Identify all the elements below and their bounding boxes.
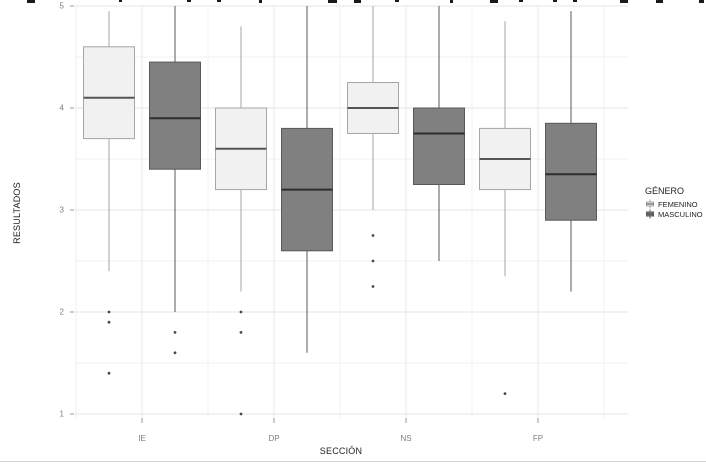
outlier-FP-femenino-1.2	[503, 392, 507, 395]
caption-ink-fragment	[217, 0, 221, 2]
outlier-IE-masculino-1.6	[173, 351, 177, 355]
box-NS-masculino	[413, 107, 465, 185]
caption-ink-fragment	[395, 0, 399, 2]
y-tick-label-5: 5	[60, 2, 65, 11]
caption-ink-fragment	[656, 0, 663, 3]
x-tick-label-NS: NS	[400, 434, 411, 443]
bottom-border-line	[0, 461, 706, 462]
clipped-caption-fragments	[0, 0, 706, 4]
outlier-NS-femenino-2.25	[371, 285, 375, 288]
legend-label: MASCULINO	[658, 209, 703, 219]
y-tick-label-4: 4	[60, 104, 65, 113]
caption-ink-fragment	[553, 0, 557, 2]
caption-ink-fragment	[519, 0, 523, 2]
outlier-IE-masculino-1.8	[173, 331, 177, 334]
caption-ink-fragment	[259, 0, 262, 3]
caption-ink-fragment	[187, 0, 191, 2]
y-tick-label-3: 3	[60, 206, 65, 215]
x-tick-label-DP: DP	[268, 434, 279, 443]
y-tick-label-2: 2	[60, 308, 65, 317]
caption-ink-fragment	[490, 0, 498, 3]
y-tick-label-1: 1	[60, 410, 65, 419]
caption-ink-fragment	[354, 0, 361, 3]
box-IE-masculino	[149, 61, 201, 170]
legend: GÉNERO FEMENINO MASCULINO	[645, 186, 703, 219]
legend-title: GÉNERO	[645, 186, 685, 196]
x-axis-title: SECCIÓN	[319, 446, 363, 456]
caption-ink-fragment	[328, 0, 337, 3]
box-FP-masculino	[545, 122, 597, 221]
caption-ink-fragment	[620, 0, 628, 3]
x-tick-label-FP: FP	[533, 434, 543, 443]
y-axis-title: RESULTADOS	[12, 182, 22, 244]
legend-item-femenino: FEMENINO	[645, 199, 703, 209]
outlier-DP-femenino-2	[239, 310, 243, 314]
caption-ink-fragment	[27, 0, 35, 3]
outlier-IE-femenino-1.9	[107, 320, 111, 324]
outlier-DP-femenino-1.8	[239, 331, 243, 334]
outlier-NS-femenino-2.5	[371, 259, 375, 263]
legend-items: FEMENINO MASCULINO	[645, 199, 703, 219]
x-tick-label-IE: IE	[138, 434, 146, 443]
legend-item-masculino: MASCULINO	[645, 209, 703, 219]
legend-key-femenino-icon	[646, 199, 654, 209]
outlier-IE-femenino-2	[107, 310, 111, 314]
caption-ink-fragment	[450, 0, 453, 3]
legend-label: FEMENINO	[658, 199, 698, 209]
caption-ink-fragment	[119, 0, 122, 2]
outlier-NS-femenino-2.75	[371, 234, 375, 237]
legend-key-masculino-icon	[646, 209, 654, 219]
caption-ink-fragment	[699, 0, 704, 3]
outlier-DP-femenino-1	[239, 412, 243, 416]
box-IE-femenino	[83, 46, 135, 140]
outlier-IE-femenino-1.4	[107, 371, 111, 375]
caption-ink-fragment	[573, 0, 577, 2]
